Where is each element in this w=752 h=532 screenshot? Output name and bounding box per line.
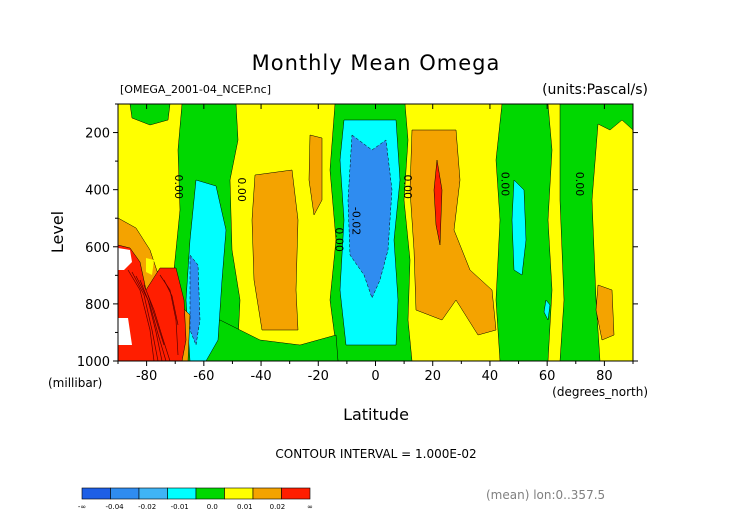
file-label: [OMEGA_2001-04_NCEP.nc] <box>120 83 271 96</box>
yellow-notch <box>146 258 154 275</box>
y-tick-label: 1000 <box>77 355 110 370</box>
x-tick-label: 40 <box>482 369 499 384</box>
blue-core-equator <box>347 134 393 299</box>
missing-data-patch-lower <box>118 318 132 345</box>
colorbar-tick-label: 0.02 <box>270 503 286 511</box>
colorbar-swatch <box>281 487 311 500</box>
colorbar-swatch <box>167 487 197 500</box>
y-axis: 200 400 600 800 1000 <box>77 103 638 370</box>
orange-cell-70n <box>595 284 615 341</box>
colorbar-swatch <box>138 487 168 500</box>
x-tick-label: 80 <box>596 369 613 384</box>
contour-field <box>118 104 633 361</box>
units-label: (units:Pascal/s) <box>542 82 648 98</box>
x-tick-label: -40 <box>250 369 271 384</box>
x-tick-label: -80 <box>136 369 157 384</box>
y-unit-label: (millibar) <box>48 376 102 390</box>
green-top-left <box>129 104 171 126</box>
colorbar-tick-label: 0.01 <box>237 503 253 511</box>
x-tick-label: 20 <box>424 369 441 384</box>
contour-label: 0.00 <box>573 172 586 197</box>
colorbar-swatch <box>224 487 254 500</box>
mean-label: (mean) lon:0..357.5 <box>486 488 605 502</box>
red-cell-80s <box>118 244 187 361</box>
cyan-sliver <box>543 299 551 321</box>
contour-label: 0.00 <box>172 175 185 200</box>
orange-cell-20s <box>308 134 323 216</box>
green-band-right <box>559 104 633 361</box>
contour-label: 0.00 <box>332 227 345 252</box>
contour-label: 0.00 <box>235 177 248 202</box>
colorbar: -∞ -0.04 -0.02 -0.01 0.0 0.01 0.02 ∞ <box>78 487 313 511</box>
colorbar-swatch <box>195 487 225 500</box>
orange-cell-40s <box>251 169 299 331</box>
y-tick-label: 800 <box>85 298 110 313</box>
x-tick-label: 0 <box>371 369 379 384</box>
colorbar-tick-label: -0.02 <box>138 503 156 511</box>
colorbar-tick-label: -0.01 <box>171 503 189 511</box>
colorbar-tick-label: 0.0 <box>207 503 218 511</box>
colorbar-tick-label: ∞ <box>307 503 313 511</box>
x-axis-label: Latitude <box>343 405 409 424</box>
red-cell-20n <box>433 159 443 246</box>
dark-red-contours <box>127 269 179 361</box>
x-tick-label: 60 <box>539 369 556 384</box>
x-tick-label: -60 <box>193 369 214 384</box>
x-axis: -80 -60 -40 -20 0 20 40 60 80 <box>117 104 634 384</box>
x-unit-label: (degrees_north) <box>552 385 648 399</box>
contour-interval-label: CONTOUR INTERVAL = 1.000E-02 <box>275 447 476 461</box>
x-tick-label: -20 <box>308 369 329 384</box>
contour-label: 0.00 <box>498 172 511 197</box>
cyan-cell-50n <box>511 179 527 276</box>
contour-label: 0.00 <box>401 175 414 200</box>
contour-label: -0.02 <box>350 207 363 235</box>
colorbar-tick-label: -0.04 <box>106 503 125 511</box>
missing-data-patch <box>118 248 132 270</box>
y-tick-label: 400 <box>85 184 110 199</box>
colorbar-swatch <box>252 487 282 500</box>
contour-labels: 0.00 0.00 0.00 -0.02 0.00 0.00 0.00 <box>172 172 586 252</box>
y-axis-label: Level <box>48 211 67 253</box>
chart-title: Monthly Mean Omega <box>252 51 501 75</box>
y-tick-label: 600 <box>85 241 110 256</box>
colorbar-swatch <box>81 487 111 500</box>
y-tick-label: 200 <box>85 127 110 142</box>
orange-cell-20n <box>409 129 497 336</box>
colorbar-swatch <box>110 487 140 500</box>
colorbar-tick-label: -∞ <box>78 503 86 511</box>
